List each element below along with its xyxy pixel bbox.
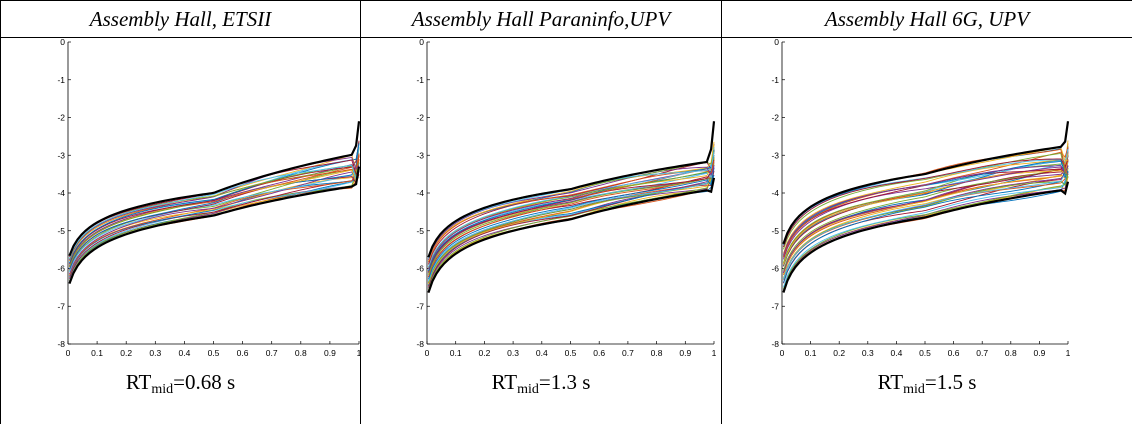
rt-value: =1.5 s <box>925 370 977 394</box>
y-tick-label: 0 <box>774 38 779 47</box>
rt-subscript: mid <box>151 382 173 397</box>
y-tick-label: -4 <box>771 188 779 198</box>
y-tick-label: -1 <box>57 75 65 85</box>
x-tick-label: 0.1 <box>91 348 103 358</box>
x-tick-label: 0 <box>425 348 430 358</box>
x-tick-label: 0.6 <box>593 348 605 358</box>
y-tick-label: -3 <box>416 150 424 160</box>
y-tick-label: -5 <box>57 226 65 236</box>
x-tick-label: 0.8 <box>1005 348 1017 358</box>
rt-label: RT <box>878 370 904 394</box>
x-tick-label: 0.6 <box>948 348 960 358</box>
y-tick-label: -8 <box>771 339 779 349</box>
rt-value: =0.68 s <box>173 370 235 394</box>
panel-1-title: Assembly Hall, ETSII <box>1 1 361 38</box>
y-tick-label: 0 <box>419 38 424 47</box>
x-tick-label: 0.7 <box>266 348 278 358</box>
y-tick-label: -8 <box>57 339 65 349</box>
y-tick-label: -7 <box>416 301 424 311</box>
y-tick-label: -7 <box>57 301 65 311</box>
x-tick-label: 0.5 <box>919 348 931 358</box>
data-series-line <box>69 143 359 263</box>
x-tick-label: 0.8 <box>651 348 663 358</box>
data-series-line <box>69 162 359 271</box>
x-tick-label: 0.4 <box>178 348 190 358</box>
y-tick-label: -3 <box>771 150 779 160</box>
x-tick-label: 0.3 <box>862 348 874 358</box>
x-tick-label: 1 <box>1066 348 1071 358</box>
x-tick-label: 0.2 <box>120 348 132 358</box>
x-tick-label: 0.7 <box>622 348 634 358</box>
x-tick-label: 0.2 <box>833 348 845 358</box>
x-tick-label: 0.2 <box>478 348 490 358</box>
x-tick-label: 1 <box>712 348 717 358</box>
panel-3-title: Assembly Hall 6G, UPV <box>722 1 1132 38</box>
y-tick-label: -2 <box>416 113 424 123</box>
y-tick-label: -2 <box>771 113 779 123</box>
x-tick-label: 0.9 <box>1033 348 1045 358</box>
y-tick-label: -1 <box>416 75 424 85</box>
y-tick-label: -1 <box>771 75 779 85</box>
y-tick-label: -7 <box>771 301 779 311</box>
y-tick-label: -8 <box>416 339 424 349</box>
x-tick-label: 0.4 <box>536 348 548 358</box>
y-tick-label: -6 <box>416 264 424 274</box>
x-tick-label: 0.1 <box>805 348 817 358</box>
x-tick-label: 0.5 <box>565 348 577 358</box>
x-tick-label: 0.6 <box>237 348 249 358</box>
x-tick-label: 0 <box>780 348 785 358</box>
data-series-line <box>428 168 714 293</box>
data-series-line <box>428 145 714 267</box>
data-series-line <box>783 161 1068 267</box>
y-tick-label: -4 <box>416 188 424 198</box>
x-tick-label: 0.3 <box>149 348 161 358</box>
x-tick-label: 1 <box>357 348 361 358</box>
panel-2-title: Assembly Hall Paraninfo,UPV <box>361 1 722 38</box>
panel-3-caption: RTmid=1.5 s <box>722 368 1132 424</box>
y-tick-label: -6 <box>57 264 65 274</box>
x-tick-label: 0.9 <box>324 348 336 358</box>
y-tick-label: -3 <box>57 150 65 160</box>
y-tick-label: -5 <box>416 226 424 236</box>
y-tick-label: -4 <box>57 188 65 198</box>
x-tick-label: 0.9 <box>679 348 691 358</box>
rt-label: RT <box>492 370 518 394</box>
x-tick-label: 0.4 <box>890 348 902 358</box>
data-series-line <box>69 157 359 259</box>
y-tick-label: -2 <box>57 113 65 123</box>
x-tick-label: 0.8 <box>295 348 307 358</box>
rt-subscript: mid <box>903 382 925 397</box>
y-tick-label: 0 <box>60 38 65 47</box>
data-series-line <box>69 153 359 260</box>
rt-label: RT <box>126 370 152 394</box>
rt-value: =1.3 s <box>539 370 591 394</box>
panel-1-caption: RTmid=0.68 s <box>1 368 361 424</box>
x-tick-label: 0.7 <box>976 348 988 358</box>
y-tick-label: -6 <box>771 264 779 274</box>
x-tick-label: 0.5 <box>208 348 220 358</box>
x-tick-label: 0.1 <box>450 348 462 358</box>
panel-2-caption: RTmid=1.3 s <box>361 368 722 424</box>
y-tick-label: -5 <box>771 226 779 236</box>
x-tick-label: 0.3 <box>507 348 519 358</box>
rt-subscript: mid <box>517 382 539 397</box>
x-tick-label: 0 <box>66 348 71 358</box>
